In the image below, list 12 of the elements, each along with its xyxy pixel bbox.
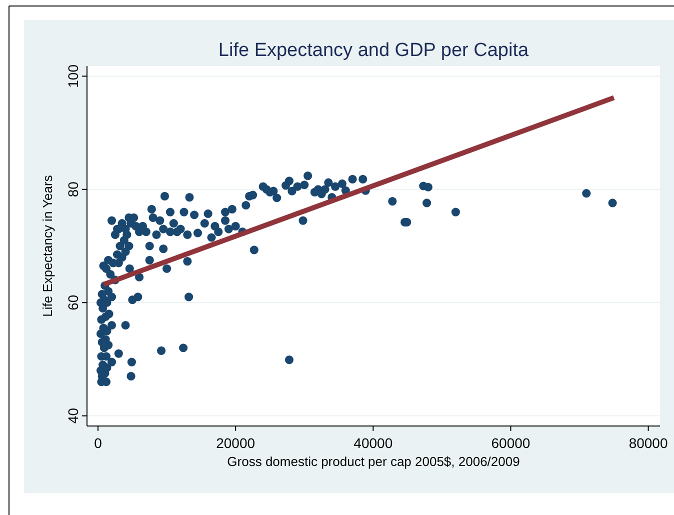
chart-title: Life Expectancy and GDP per Capita: [218, 40, 530, 61]
x-tick-label: 60000: [491, 435, 530, 451]
y-axis-title: Life Expectancy in Years: [40, 174, 55, 317]
y-tick-label: 100: [65, 64, 81, 88]
y-tick-label: 40: [65, 408, 81, 424]
x-tick-label: 0: [94, 435, 102, 451]
x-tick-label: 20000: [216, 435, 256, 451]
x-axis-title: Gross domestic product per cap 2005$, 2006/2009: [227, 454, 520, 469]
x-tick-label: 40000: [354, 435, 393, 451]
y-tick-label: 80: [65, 181, 81, 198]
y-tick-label: 60: [65, 294, 81, 310]
x-tick-label: 80000: [628, 435, 668, 451]
